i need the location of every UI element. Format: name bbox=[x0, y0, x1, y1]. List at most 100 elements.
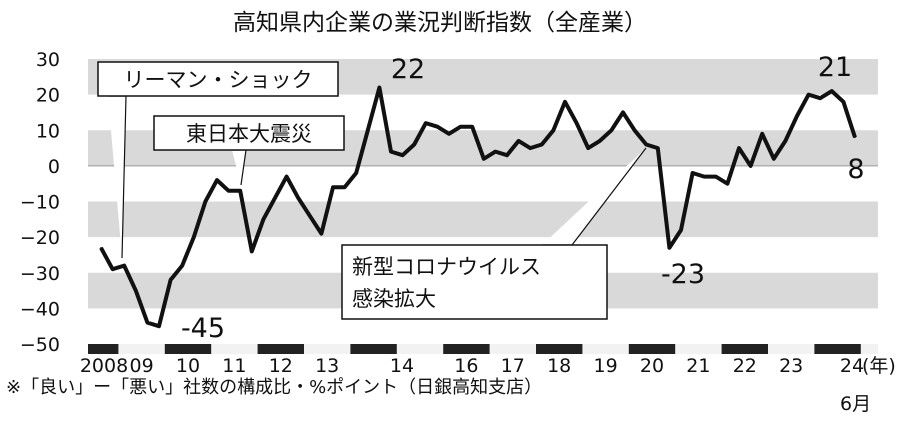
series-point bbox=[529, 147, 531, 149]
series-point bbox=[738, 147, 740, 149]
series-point bbox=[274, 197, 276, 199]
peak-2014-label: 22 bbox=[391, 54, 425, 85]
series-point bbox=[332, 186, 334, 189]
series-point bbox=[610, 129, 613, 132]
year-bar-segment bbox=[814, 344, 861, 354]
series-point bbox=[831, 90, 833, 92]
series-point bbox=[541, 143, 543, 146]
y-tick-label: −20 bbox=[20, 227, 60, 249]
quake-pointer bbox=[232, 149, 247, 186]
x-tick-label: 18 bbox=[547, 355, 571, 377]
series-point bbox=[343, 186, 346, 189]
covid-callout-line2: 感染拡大 bbox=[352, 287, 436, 311]
x-tick-label: 10 bbox=[176, 355, 200, 377]
series-point bbox=[622, 111, 624, 114]
series-point bbox=[657, 147, 659, 149]
last-value-label: 8 bbox=[847, 154, 864, 185]
series-point bbox=[285, 175, 288, 178]
lehman-callout-box bbox=[97, 61, 339, 97]
x-tick-label: 21 bbox=[686, 355, 710, 377]
series-point bbox=[367, 129, 369, 132]
series-point bbox=[135, 289, 137, 292]
series-point bbox=[378, 86, 381, 89]
x-tick-label: 22 bbox=[733, 355, 757, 377]
series-point bbox=[401, 154, 404, 156]
series-point bbox=[784, 140, 787, 142]
year-bar-segment bbox=[443, 344, 490, 354]
peak-2024-label: 21 bbox=[818, 52, 852, 83]
year-bar-segment bbox=[257, 344, 304, 354]
series-point bbox=[494, 150, 497, 153]
covid-callout-line1: 新型コロナウイルス bbox=[352, 255, 541, 279]
y-tick-label: −10 bbox=[20, 192, 60, 214]
series-point bbox=[749, 165, 752, 167]
year-bar-segment bbox=[536, 344, 583, 354]
series-point bbox=[169, 279, 172, 281]
series-point bbox=[216, 179, 218, 181]
series-point bbox=[262, 218, 265, 221]
series-point bbox=[773, 157, 775, 160]
y-tick-label: 20 bbox=[36, 85, 60, 107]
series-point bbox=[297, 197, 300, 199]
series-point bbox=[123, 264, 125, 267]
year-bar-segment bbox=[164, 344, 212, 354]
series-point bbox=[842, 100, 845, 103]
series-point bbox=[158, 325, 160, 327]
x-tick-label: 12 bbox=[269, 355, 293, 377]
series-point bbox=[425, 122, 427, 124]
chart-title: 高知県内企業の業況判断指数（全産業） bbox=[233, 10, 647, 36]
series-point bbox=[517, 140, 520, 142]
x-axis: 2008 09 10 11 12 13 14 16 17 18 19 20 21 22 23 24 bbox=[80, 355, 864, 377]
series-point bbox=[668, 247, 671, 249]
series-point bbox=[100, 247, 102, 249]
y-tick-label: −50 bbox=[20, 334, 60, 356]
end-period-label: 6月 bbox=[840, 393, 871, 415]
series-line-group bbox=[99, 85, 857, 329]
x-axis-year-bar bbox=[88, 344, 878, 354]
series-point bbox=[320, 232, 323, 235]
min-2009-label: -45 bbox=[181, 313, 225, 344]
series-point bbox=[726, 182, 729, 185]
x-tick-label: 23 bbox=[779, 355, 803, 377]
series-point bbox=[483, 157, 485, 160]
quake-callout: 東日本大震災 bbox=[186, 122, 312, 146]
series-point bbox=[575, 122, 578, 124]
y-tick-label: 0 bbox=[48, 156, 60, 178]
series-point bbox=[552, 129, 555, 132]
x-tick-label: 13 bbox=[315, 355, 339, 377]
series-point bbox=[680, 229, 682, 231]
year-bar-segment bbox=[721, 344, 768, 354]
series-point bbox=[796, 115, 798, 117]
year-bar-segment bbox=[628, 344, 676, 354]
series-point bbox=[703, 175, 705, 178]
footnote: ※「良い」ー「悪い」社数の構成比・%ポイント（日銀高知支店） bbox=[6, 377, 542, 398]
series-point bbox=[193, 236, 195, 238]
covid-callout-box bbox=[341, 244, 608, 320]
series-point bbox=[239, 190, 241, 192]
series-point bbox=[633, 129, 636, 132]
min-2020-label: -23 bbox=[661, 259, 705, 290]
x-tick-label: 14 bbox=[390, 355, 414, 377]
series-point bbox=[204, 200, 207, 203]
quake-callout-box bbox=[153, 115, 345, 151]
x-tick-label: 2008 bbox=[80, 355, 128, 377]
x-tick-label: 19 bbox=[594, 355, 618, 377]
year-bar-segment bbox=[350, 344, 397, 354]
series-point bbox=[587, 147, 589, 149]
series-point bbox=[309, 214, 311, 217]
year-bar-segment bbox=[88, 344, 119, 354]
series-point bbox=[854, 136, 856, 139]
x-tick-label: 20 bbox=[640, 355, 664, 377]
series-point bbox=[819, 97, 821, 99]
series-point bbox=[181, 264, 183, 267]
y-tick-label: 10 bbox=[36, 120, 60, 142]
x-tick-label: 11 bbox=[222, 355, 246, 377]
series-line bbox=[99, 85, 857, 329]
data-labels: -45 22 -23 21 8 bbox=[181, 52, 865, 344]
series-point bbox=[564, 100, 566, 103]
y-tick-label: −40 bbox=[20, 298, 60, 320]
series-point bbox=[251, 250, 253, 253]
series-point bbox=[227, 190, 230, 192]
series-point bbox=[807, 93, 810, 96]
